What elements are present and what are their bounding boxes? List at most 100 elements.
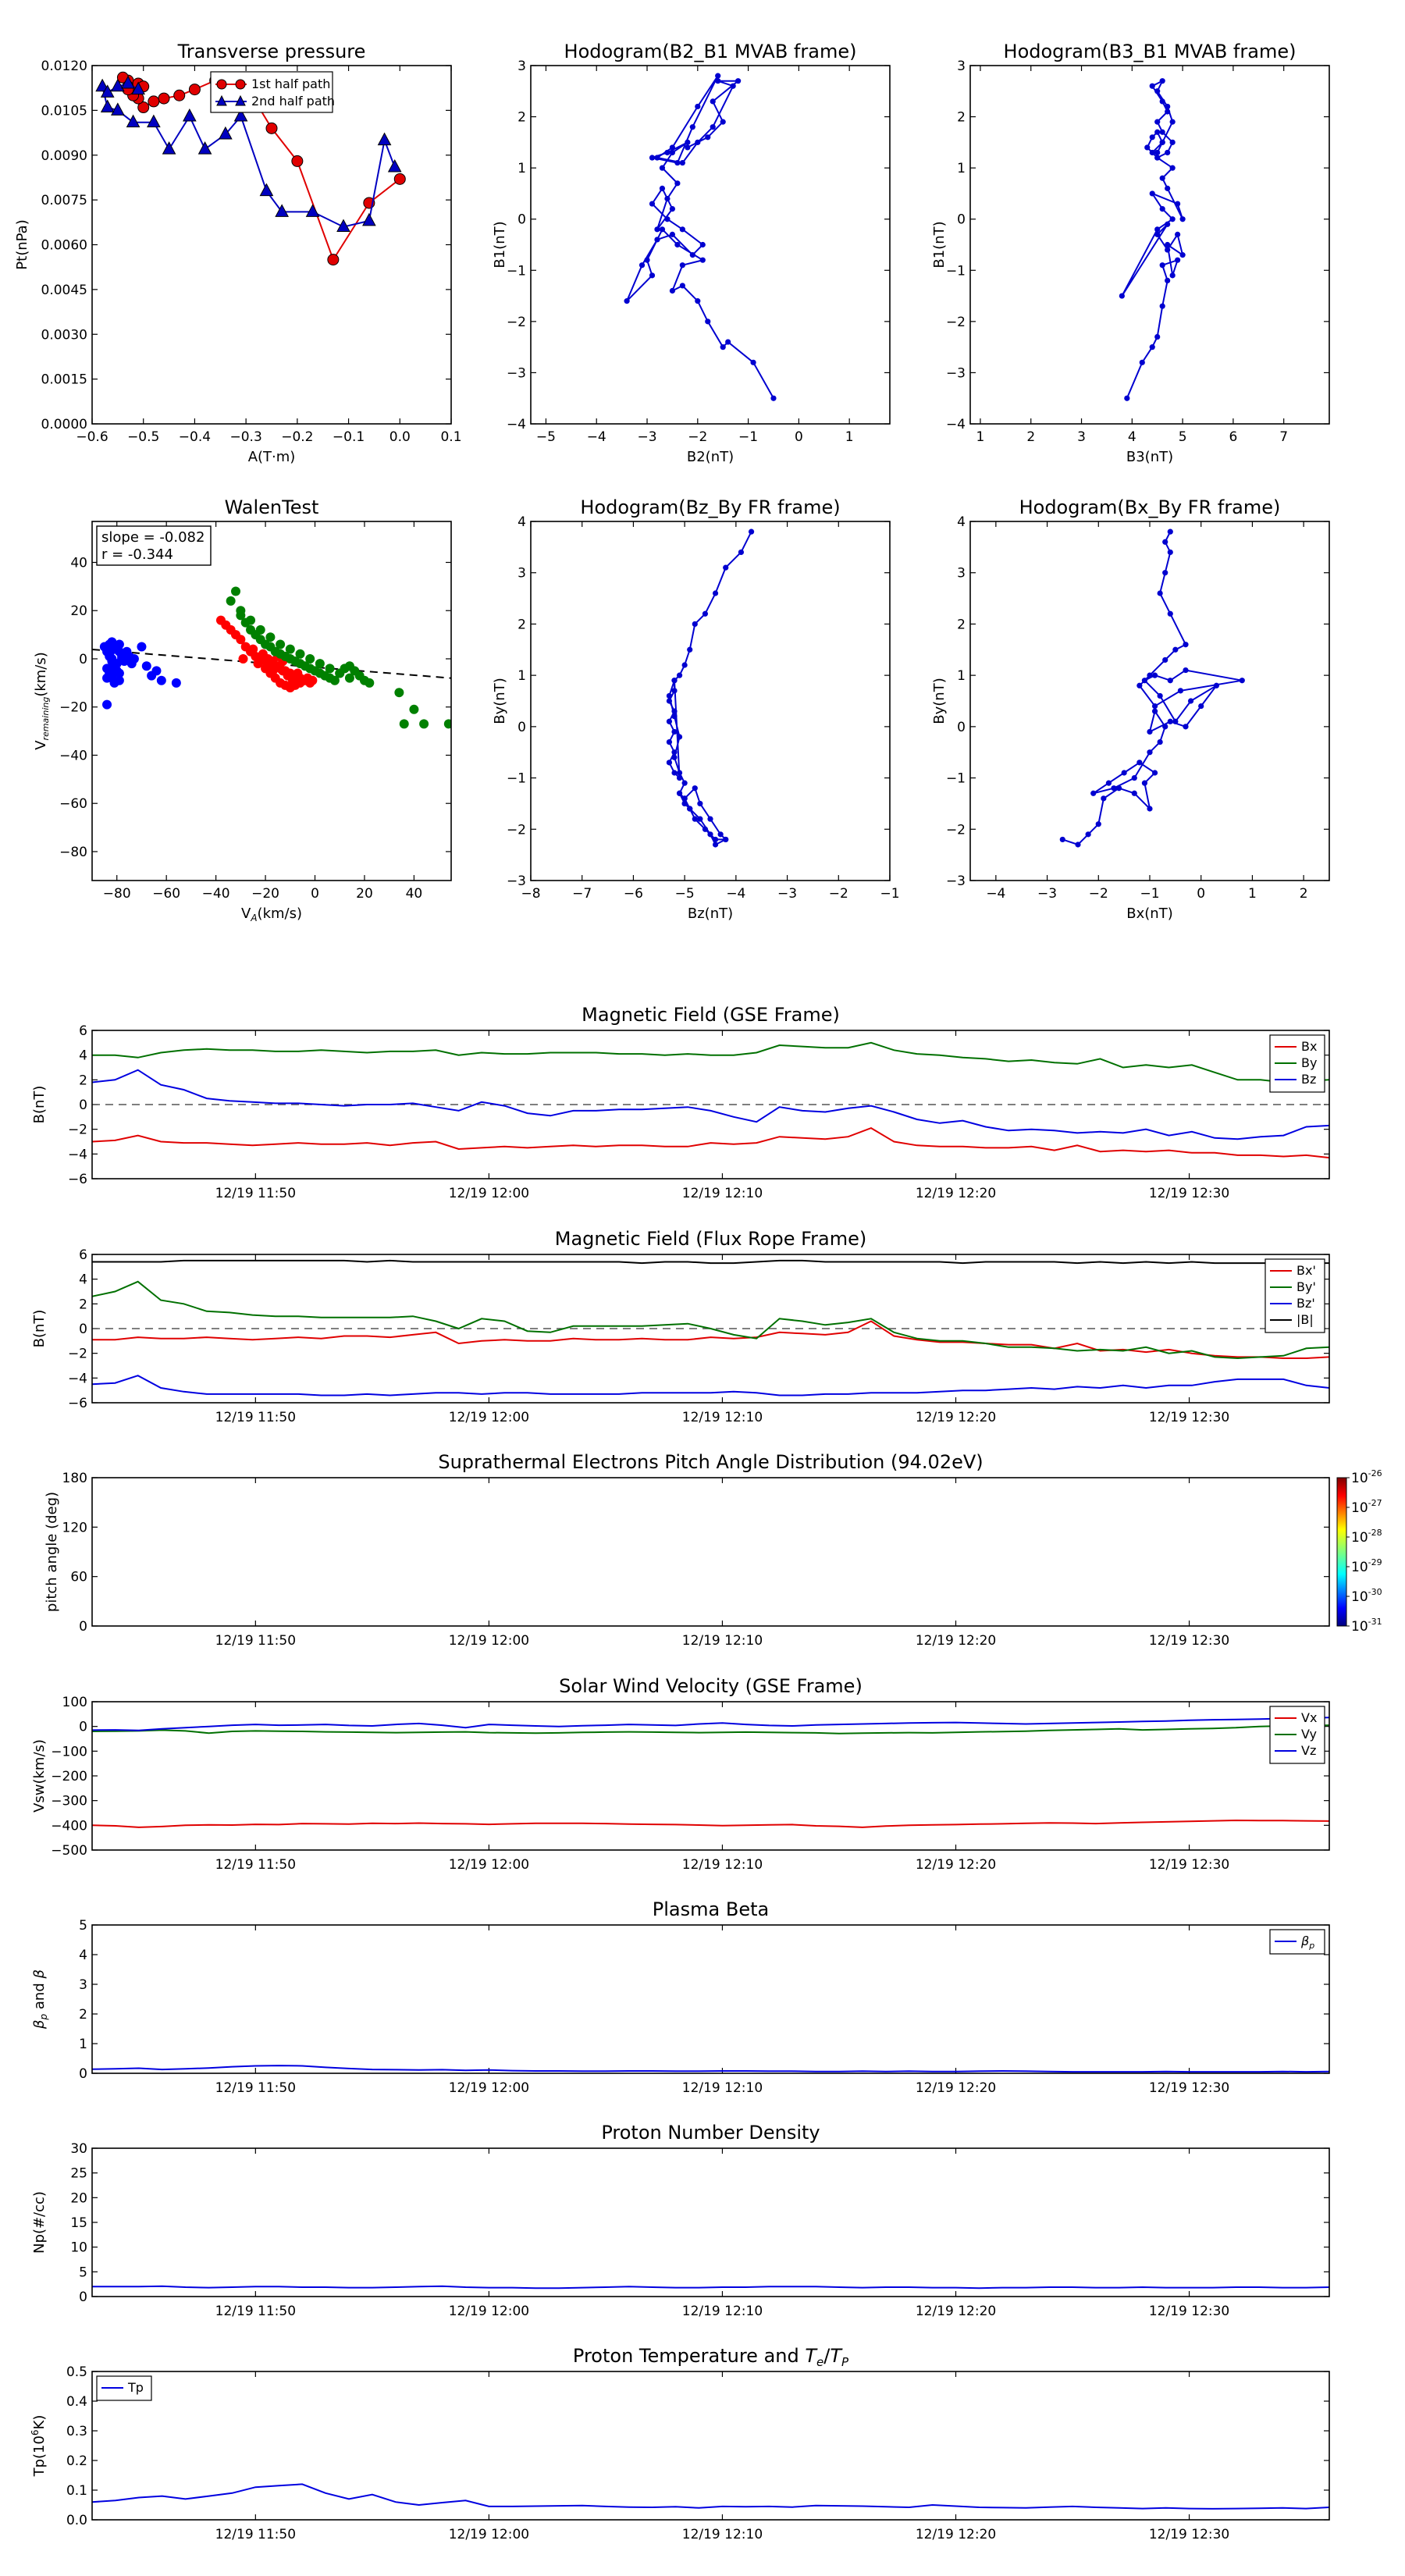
h2-point — [1159, 98, 1165, 105]
mag_gse-series-line — [92, 1041, 1329, 1083]
mag_gse-xtick-label: 12/19 12:20 — [916, 1186, 996, 1201]
h1-ylabel: B1(nT) — [492, 221, 508, 268]
h1-point — [649, 201, 656, 207]
h2-title: Hodogram(B3_B1 MVAB frame) — [1004, 41, 1297, 62]
h4-point — [1075, 841, 1081, 848]
h3-point — [671, 749, 678, 756]
h2-xtick-label: 3 — [1077, 429, 1086, 445]
h1-point — [705, 318, 711, 325]
mag_gse-legend-label: Bx — [1301, 1039, 1317, 1054]
mag_gse-frame — [91, 1030, 1330, 1179]
pt-point — [158, 92, 170, 105]
walen-point — [107, 656, 117, 667]
np-series-line — [92, 2285, 1329, 2290]
walen-ylabel: Vremaining(km/s) — [33, 652, 51, 750]
h3-frame — [530, 521, 891, 881]
h3-point — [702, 826, 709, 832]
beta-ylabel-sub: p — [38, 2013, 49, 2020]
h1-point — [669, 144, 676, 151]
h4-point — [1101, 795, 1107, 802]
h2-point — [1165, 247, 1171, 253]
pad-ytick-label: 60 — [70, 1570, 87, 1585]
walen-point — [231, 586, 240, 596]
walen-point — [285, 644, 295, 654]
vsw-ytick-label: 100 — [62, 1695, 87, 1710]
pt-ytick-label: 0.0030 — [41, 327, 87, 343]
pad-xtick-label: 12/19 11:50 — [215, 1633, 296, 1649]
pad-colorbar — [1336, 1477, 1347, 1627]
h1-marks — [624, 73, 777, 401]
h1-ytick-label: −3 — [507, 365, 526, 381]
h3-marks — [666, 528, 755, 848]
walen-point — [365, 678, 375, 688]
h2-point — [1119, 293, 1125, 299]
beta-ylabel-beta: β — [31, 2019, 48, 2030]
h1-ytick-label: −1 — [507, 263, 526, 279]
tp-title-tp: T — [830, 2345, 843, 2367]
walen-point — [409, 704, 419, 714]
np-ytick-label: 5 — [79, 2265, 87, 2280]
h4-point — [1239, 678, 1245, 684]
h4-point — [1183, 642, 1189, 648]
pad-colorbar-exponent: -29 — [1368, 1557, 1382, 1567]
h3-point — [681, 780, 688, 786]
pt-ytick-label: 0.0060 — [41, 238, 87, 254]
vsw-xtick-label: 12/19 12:20 — [916, 1857, 996, 1873]
walen-point — [344, 673, 354, 683]
h1-xtick-label: −2 — [688, 429, 707, 445]
walen-xtick-label: −60 — [152, 886, 180, 902]
h2-ytick-label: 3 — [957, 59, 966, 74]
mag_fr-legend-label: Bx' — [1297, 1263, 1316, 1278]
h4-xtick-label: 2 — [1300, 886, 1308, 902]
vsw-marks — [92, 1717, 1329, 1828]
tp-panel: 0.0 0.1 0.2 0.3 0.4 0.5 12/19 11:50 12/19 12:00… — [30, 2345, 1330, 2542]
h1-point — [638, 262, 646, 269]
pt-point — [173, 89, 186, 101]
pt-xtick-label: −0.3 — [230, 429, 262, 445]
h2-ytick-label: 1 — [957, 161, 966, 176]
h2-point — [1165, 103, 1171, 110]
h4-point — [1162, 656, 1168, 664]
h4-ytick-label: −1 — [946, 771, 966, 787]
h3-point — [671, 728, 678, 735]
pt-marks — [95, 71, 406, 266]
beta-xtick-label: 12/19 12:00 — [449, 2080, 529, 2096]
pt-ytick-label: 0.0000 — [41, 417, 87, 432]
h1-point — [685, 144, 691, 151]
mag_gse-xtick-label: 12/19 12:10 — [682, 1186, 763, 1201]
pt-xtick-label: −0.5 — [127, 429, 159, 445]
pt-point — [162, 141, 176, 155]
walen-point — [394, 688, 404, 698]
tp-xtick-label: 12/19 12:20 — [916, 2527, 996, 2542]
pt-legend-marker — [216, 94, 227, 106]
walen-xtick-label: 0 — [311, 886, 319, 902]
h1-point — [654, 226, 660, 233]
h2-ytick-label: 0 — [957, 212, 966, 228]
np-ytick-label: 0 — [79, 2290, 87, 2305]
h4-point — [1115, 785, 1122, 792]
pt-xtick-label: −0.6 — [76, 429, 108, 445]
h4-xtick-label: −1 — [1140, 886, 1159, 902]
tp-ylabel: Tp(106K) — [30, 2415, 48, 2478]
pt-point — [147, 114, 161, 128]
vsw-ylabel: Vsw(km/s) — [31, 1739, 48, 1813]
h1-xtick-label: −1 — [738, 429, 758, 445]
mag_gse-ytick-label: −4 — [68, 1147, 87, 1162]
walen-point — [325, 664, 335, 674]
mag_fr-title: Magnetic Field (Flux Rope Frame) — [555, 1228, 866, 1250]
vsw-ytick-label: −100 — [51, 1744, 87, 1759]
h3-plot-bg — [531, 521, 890, 881]
walen-point — [246, 615, 256, 625]
vsw-ytick-label: −300 — [51, 1794, 87, 1809]
mag_gse-xtick-label: 12/19 12:00 — [449, 1186, 529, 1201]
mag_fr-ytick-label: −6 — [68, 1396, 87, 1411]
pt-point — [362, 212, 376, 226]
h4-point — [1157, 692, 1163, 699]
h2-panel: 1 2 3 4 5 6 7 −4 −3 −2 −1 0 1 2 3 Hodogram(B3_B1 MVAB f… — [931, 41, 1330, 465]
pad-xtick-label: 12/19 12:20 — [916, 1633, 996, 1649]
h2-point — [1159, 78, 1165, 84]
mag_gse-legend-label: Bz — [1301, 1072, 1316, 1087]
h3-xtick-label: −4 — [726, 886, 745, 902]
walen-point — [276, 639, 286, 649]
